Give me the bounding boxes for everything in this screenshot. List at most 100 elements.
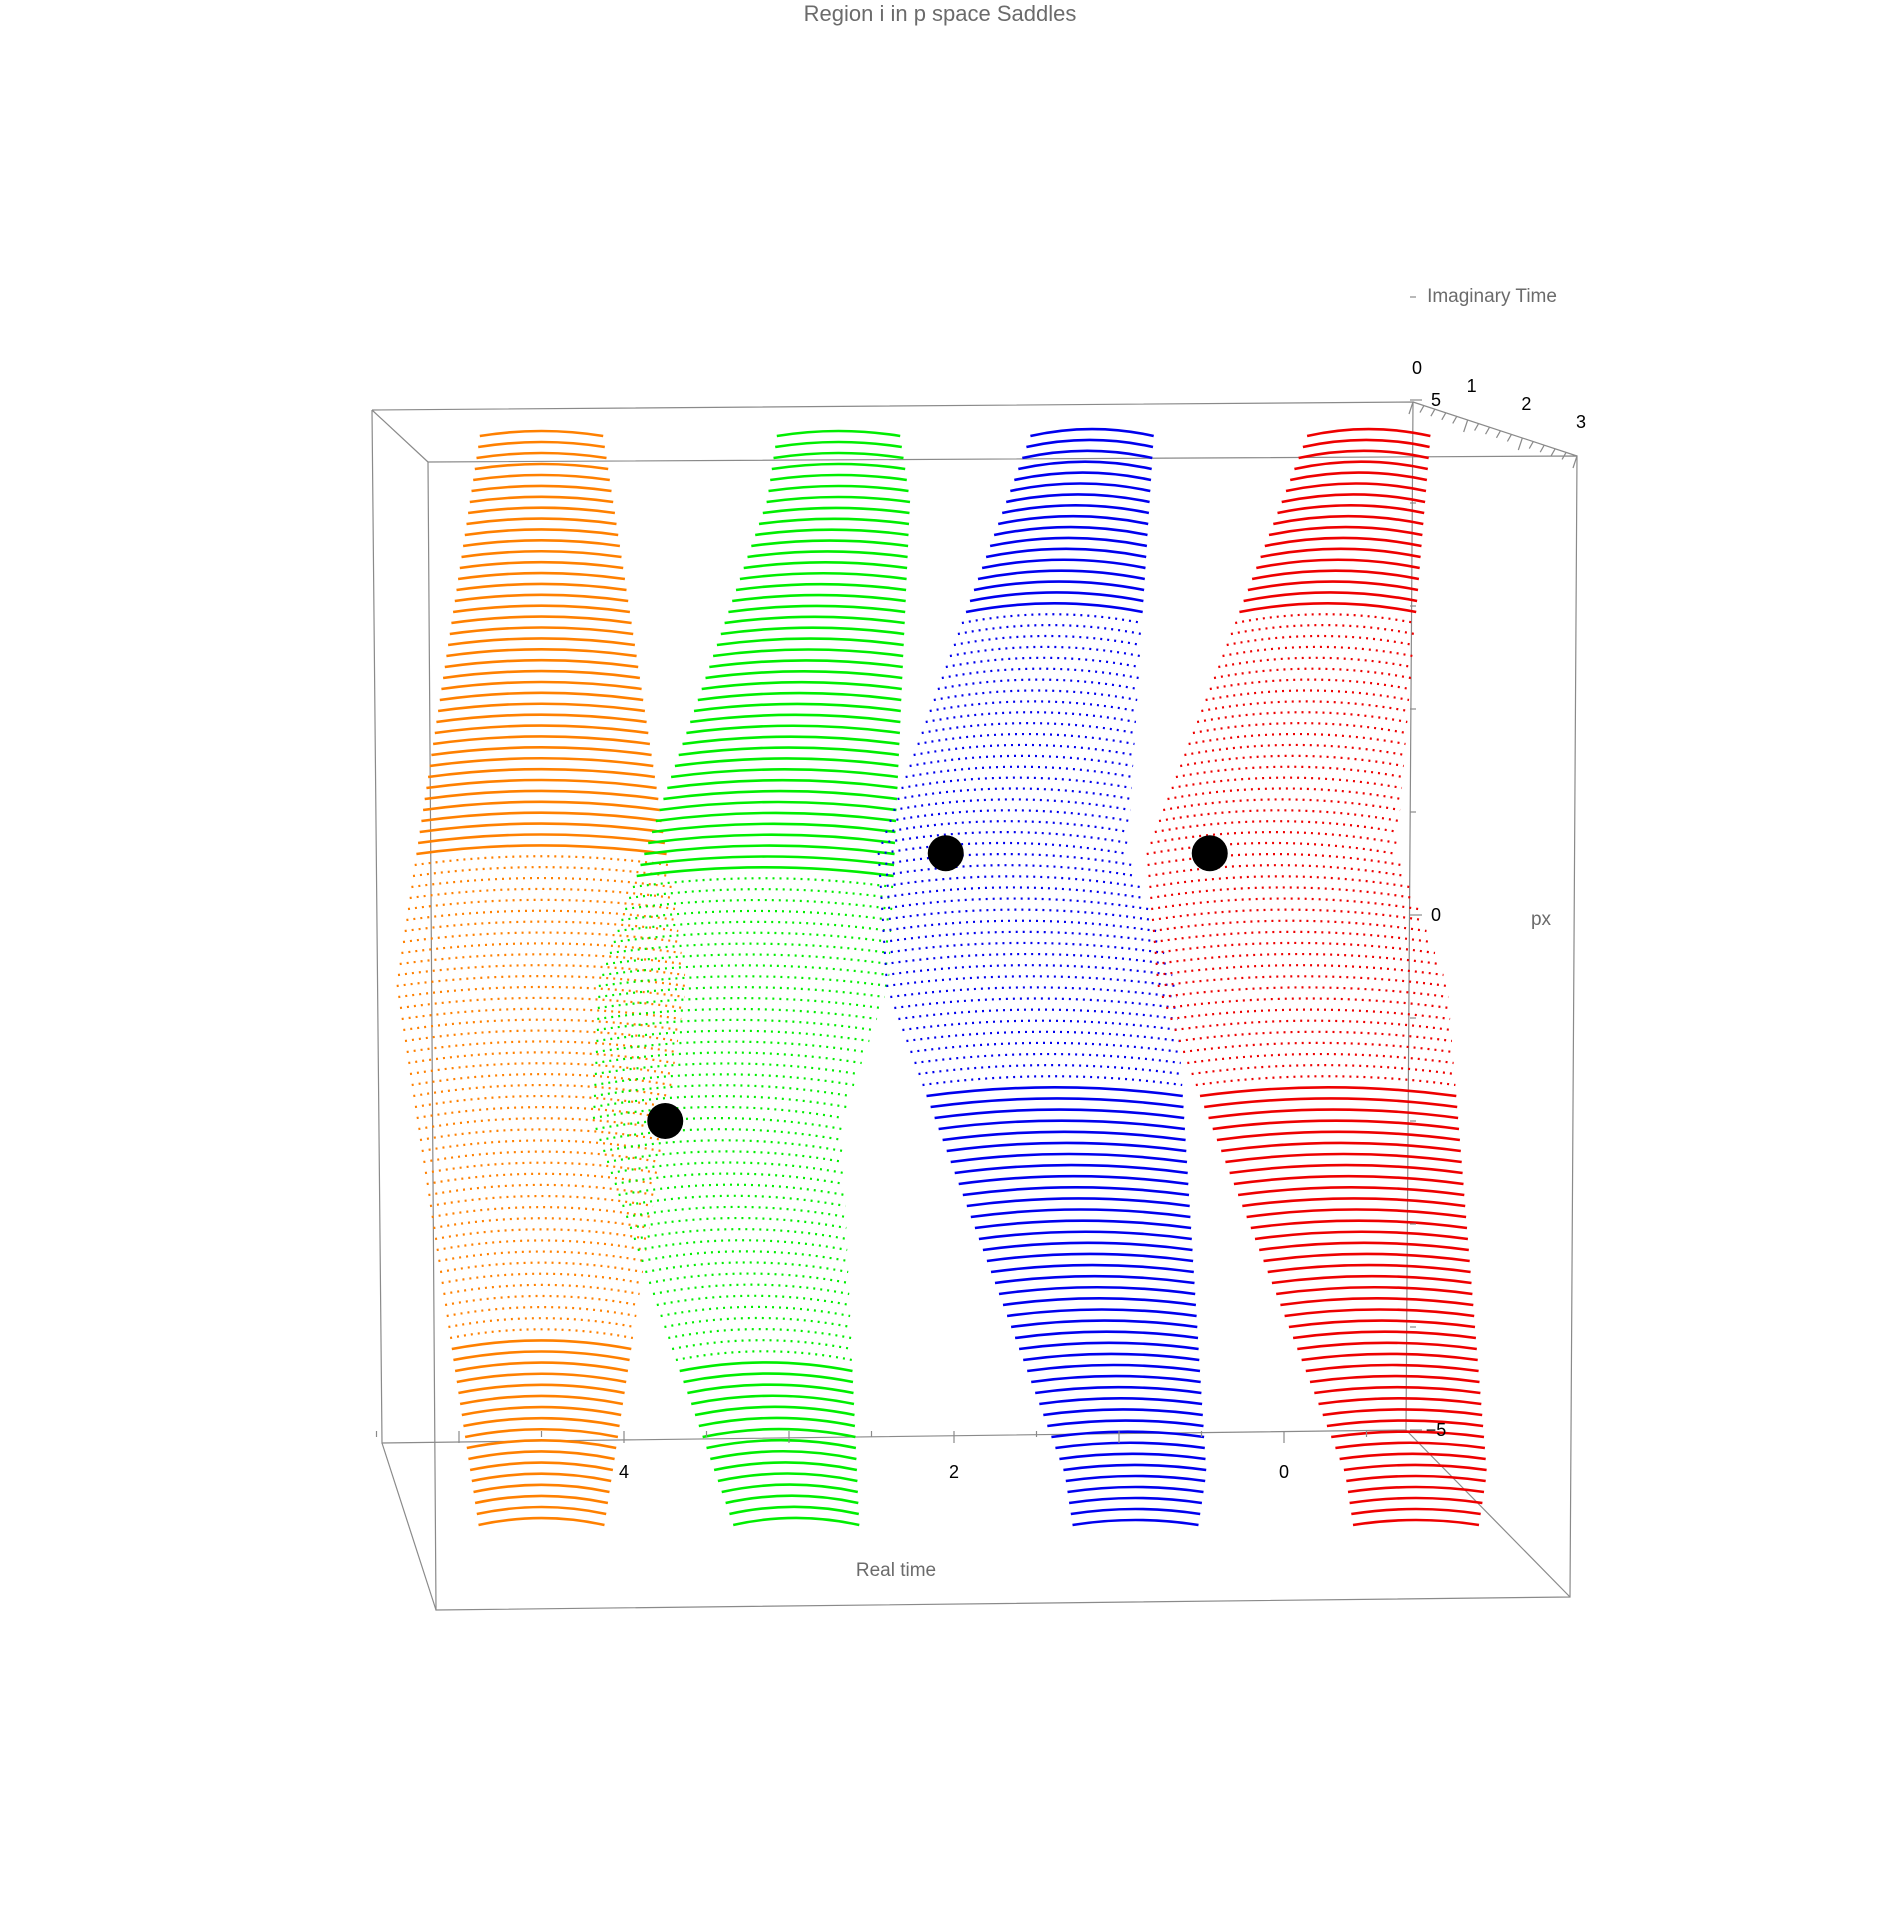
surface-curve bbox=[648, 1272, 849, 1285]
surface-curve bbox=[458, 1383, 625, 1395]
surface-curve bbox=[930, 1097, 1184, 1109]
surface-curve bbox=[881, 897, 1149, 911]
surface-curve bbox=[1156, 964, 1444, 977]
surface-curve bbox=[890, 986, 1177, 999]
surface-curve bbox=[1026, 438, 1154, 449]
surface-curve bbox=[1331, 1430, 1485, 1439]
surface-curve bbox=[690, 713, 901, 724]
surface-curve bbox=[403, 1018, 680, 1032]
saddle-markers bbox=[647, 835, 1228, 1139]
surface-curve bbox=[937, 678, 1139, 691]
surface-curve bbox=[998, 1285, 1196, 1296]
y-tick-label: 1 bbox=[1467, 376, 1477, 396]
surface-curve bbox=[609, 942, 891, 955]
surface-curve bbox=[697, 691, 902, 702]
surface-curve bbox=[1230, 624, 1415, 636]
surface-curve bbox=[1276, 1285, 1473, 1296]
saddle-point-marker bbox=[1191, 835, 1228, 872]
surface-curve bbox=[881, 831, 1129, 845]
surface-curve bbox=[606, 1150, 844, 1164]
surface-curve bbox=[1225, 1152, 1462, 1164]
surface-curve bbox=[706, 1438, 857, 1450]
surface-curve bbox=[774, 440, 903, 449]
surface-curve bbox=[755, 528, 909, 537]
surface-curve bbox=[1018, 1341, 1199, 1351]
surface-curve bbox=[985, 547, 1147, 559]
surface-curve bbox=[1260, 547, 1421, 559]
z-tick-label: 0 bbox=[1431, 905, 1441, 925]
surface-curve bbox=[652, 1283, 850, 1296]
surface-curve bbox=[1204, 1097, 1458, 1109]
surface-curve bbox=[894, 997, 1178, 1010]
surface-curve bbox=[1192, 722, 1407, 735]
surface-curve bbox=[409, 887, 674, 900]
surface-curve bbox=[439, 691, 644, 702]
surface-curve bbox=[768, 484, 909, 493]
surface-curve bbox=[717, 1472, 858, 1483]
surface-curve bbox=[621, 909, 892, 922]
surface-curve bbox=[447, 637, 636, 647]
surface-curve bbox=[1152, 919, 1427, 933]
surface-curve bbox=[1314, 1385, 1481, 1395]
surface-curve bbox=[456, 582, 627, 592]
surface-curve bbox=[471, 1472, 612, 1483]
surface-curve bbox=[1259, 1241, 1469, 1252]
surface-curve bbox=[766, 495, 911, 504]
surface-curve bbox=[993, 525, 1148, 537]
surface-curve bbox=[459, 1394, 624, 1406]
surface-curve bbox=[1157, 975, 1448, 988]
surface-curve bbox=[1212, 1119, 1460, 1131]
surface-curve bbox=[776, 429, 901, 438]
y-tick-mark bbox=[1408, 401, 1414, 415]
surface-curve bbox=[1027, 1363, 1201, 1373]
surface-curve bbox=[925, 711, 1137, 724]
box-back-face bbox=[371, 401, 1414, 1444]
surface-curve bbox=[640, 855, 895, 867]
surface-curve bbox=[428, 1183, 655, 1197]
surface-curve bbox=[597, 997, 881, 1010]
surface-curve bbox=[629, 1216, 847, 1230]
surface-curve bbox=[1305, 1363, 1479, 1373]
surface-curve bbox=[469, 495, 614, 504]
surface-curve bbox=[1166, 997, 1450, 1010]
surface-curve bbox=[883, 941, 1165, 955]
surface-curve bbox=[595, 1117, 843, 1131]
surface-curve bbox=[693, 702, 901, 713]
surface-curve bbox=[451, 615, 632, 625]
surface-curve bbox=[1187, 1052, 1454, 1065]
surface-curve bbox=[431, 746, 652, 757]
surface-curve bbox=[1170, 1008, 1451, 1021]
surface-curve bbox=[670, 768, 899, 779]
surface-curve bbox=[433, 1217, 650, 1230]
surface-curve bbox=[1326, 1419, 1484, 1428]
surface-curve bbox=[910, 1041, 1181, 1054]
surface-curve bbox=[893, 798, 1131, 812]
surface-curve bbox=[399, 996, 684, 1010]
surface-curve bbox=[1014, 471, 1152, 482]
surface-curve bbox=[906, 1030, 1180, 1043]
surface-curve bbox=[645, 1261, 849, 1274]
surface-curve bbox=[457, 571, 626, 581]
surface-curve bbox=[416, 844, 667, 856]
surface-curve bbox=[456, 1372, 627, 1384]
y-tick-mark bbox=[1528, 441, 1534, 449]
surface-curve bbox=[397, 964, 686, 977]
surface-curve bbox=[464, 1427, 619, 1439]
y-tick-mark bbox=[1452, 416, 1458, 424]
surface-curve bbox=[476, 1505, 607, 1516]
surface-curve bbox=[1001, 504, 1150, 515]
surface-curve bbox=[434, 1228, 649, 1241]
surface-curve bbox=[610, 1161, 845, 1175]
surface-curve bbox=[398, 985, 685, 999]
surface-curve bbox=[1174, 1019, 1452, 1032]
surface-curve bbox=[605, 953, 890, 966]
surface-curve bbox=[732, 593, 906, 603]
surface-curve bbox=[716, 637, 904, 647]
surface-curve bbox=[618, 1183, 845, 1197]
surface-curve bbox=[432, 735, 651, 746]
surface-curve bbox=[884, 952, 1169, 966]
surface-curve bbox=[1023, 1352, 1200, 1362]
surface-curve bbox=[1294, 460, 1429, 471]
surface-curve bbox=[997, 514, 1149, 526]
